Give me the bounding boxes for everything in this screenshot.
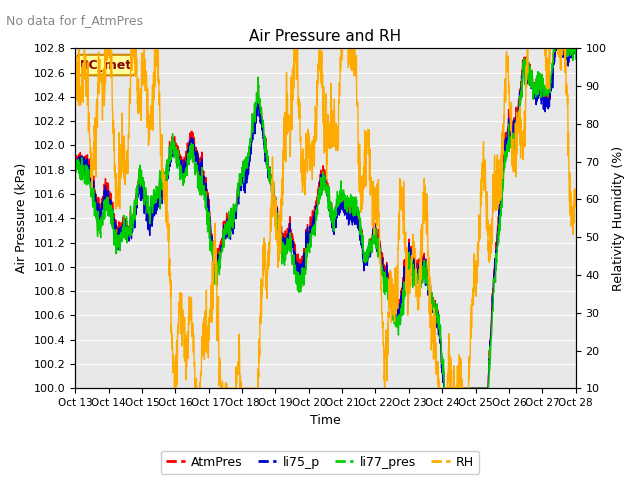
Text: No data for f_AtmPres: No data for f_AtmPres <box>6 14 143 27</box>
Title: Air Pressure and RH: Air Pressure and RH <box>250 29 401 44</box>
Y-axis label: Air Pressure (kPa): Air Pressure (kPa) <box>15 163 28 274</box>
Legend: AtmPres, li75_p, li77_pres, RH: AtmPres, li75_p, li77_pres, RH <box>161 451 479 474</box>
X-axis label: Time: Time <box>310 414 341 427</box>
Y-axis label: Relativity Humidity (%): Relativity Humidity (%) <box>612 146 625 291</box>
Text: BC_met: BC_met <box>80 59 132 72</box>
